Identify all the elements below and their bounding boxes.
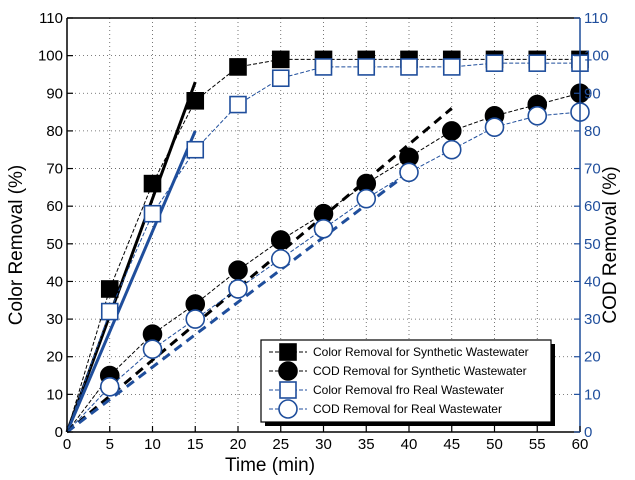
right-tick-label: 100: [584, 48, 609, 65]
left-tick-label: 50: [46, 236, 63, 253]
data-point: [400, 58, 418, 76]
x-tick-label: 45: [443, 436, 460, 453]
data-point: [527, 106, 548, 126]
data-point: [442, 58, 461, 76]
x-tick-label: 50: [486, 436, 503, 453]
right-tick-label: 90: [584, 85, 601, 102]
left-tick-label: 80: [46, 123, 63, 140]
x-tick-label: 30: [315, 436, 332, 453]
left-tick-label: 100: [38, 48, 63, 65]
x-axis-title: Time (min): [225, 455, 315, 476]
x-tick-label: 60: [572, 436, 589, 453]
data-point: [313, 218, 334, 239]
data-point: [229, 95, 247, 114]
data-point: [356, 188, 377, 209]
right-tick-label: 70: [584, 161, 601, 178]
data-point: [357, 58, 376, 76]
left-tick-label: 40: [46, 273, 63, 290]
left-tick-label: 0: [55, 424, 63, 441]
x-tick-label: 40: [401, 436, 418, 453]
left-tick-label: 30: [46, 311, 63, 328]
data-point: [100, 302, 119, 321]
data-point: [143, 174, 162, 193]
x-tick-label: 5: [106, 436, 114, 453]
data-point: [484, 117, 505, 137]
left-tick-label: 20: [46, 349, 63, 366]
x-tick-label: 20: [230, 436, 247, 453]
left-tick-label: 60: [46, 198, 63, 215]
right-tick-label: 50: [584, 236, 601, 253]
legend-marker: [279, 381, 297, 399]
legend-box: [260, 339, 552, 423]
data-point: [271, 50, 290, 69]
data-point: [99, 377, 120, 397]
data-point: [441, 139, 462, 160]
legend-marker: [279, 343, 297, 361]
right-tick-label: 10: [584, 386, 601, 403]
right-tick-label: 80: [584, 123, 601, 140]
legend-label: COD Removal for Real Wastewater: [313, 402, 502, 416]
left-tick-label: 10: [46, 386, 63, 403]
right-axis-title: COD Removal (%): [600, 166, 621, 323]
right-tick-label: 40: [584, 273, 601, 290]
fit-line: [65, 81, 197, 433]
data-point: [399, 162, 419, 183]
right-tick-label: 0: [584, 424, 592, 441]
data-point: [186, 92, 205, 110]
right-tick-label: 20: [584, 349, 601, 366]
x-tick-label: 10: [144, 436, 161, 453]
data-point: [142, 339, 163, 360]
data-point: [314, 58, 333, 76]
fit-line: [65, 130, 197, 433]
legend-label: Color Removal fro Real Wastewater: [313, 383, 504, 397]
data-point: [270, 249, 291, 269]
data-point: [229, 58, 247, 76]
right-tick-label: 30: [584, 311, 601, 328]
data-point: [186, 140, 205, 159]
fit-line: [66, 107, 453, 434]
data-point: [228, 279, 248, 299]
data-point: [441, 121, 462, 141]
right-tick-label: 110: [584, 10, 608, 27]
legend-label: COD Removal for Synthetic Wastewater: [313, 364, 527, 378]
data-point: [228, 260, 248, 280]
data-point: [100, 280, 119, 298]
data-point: [185, 309, 206, 329]
x-tick-label: 35: [358, 436, 375, 453]
data-point: [270, 230, 291, 250]
x-tick-label: 25: [272, 436, 289, 453]
fit-line: [66, 171, 410, 434]
x-tick-label: 15: [187, 436, 204, 453]
left-tick-label: 70: [46, 161, 63, 178]
data-point: [271, 69, 290, 88]
right-tick-label: 60: [584, 198, 601, 215]
left-tick-label: 90: [46, 85, 63, 102]
series-4: [66, 102, 590, 433]
x-tick-label: 55: [529, 436, 546, 453]
data-point: [143, 204, 162, 223]
x-tick-label: 0: [63, 436, 71, 453]
data-point: [528, 54, 547, 72]
data-point: [485, 54, 504, 72]
legend-marker: [278, 361, 298, 381]
legend-marker: [278, 399, 298, 419]
legend-label: Color Removal for Synthetic Wastewater: [313, 345, 529, 359]
left-tick-label: 110: [39, 10, 63, 27]
legend: Color Removal for Synthetic Wastewater CO…: [260, 339, 555, 426]
left-axis-title: Color Removal (%): [6, 165, 27, 325]
